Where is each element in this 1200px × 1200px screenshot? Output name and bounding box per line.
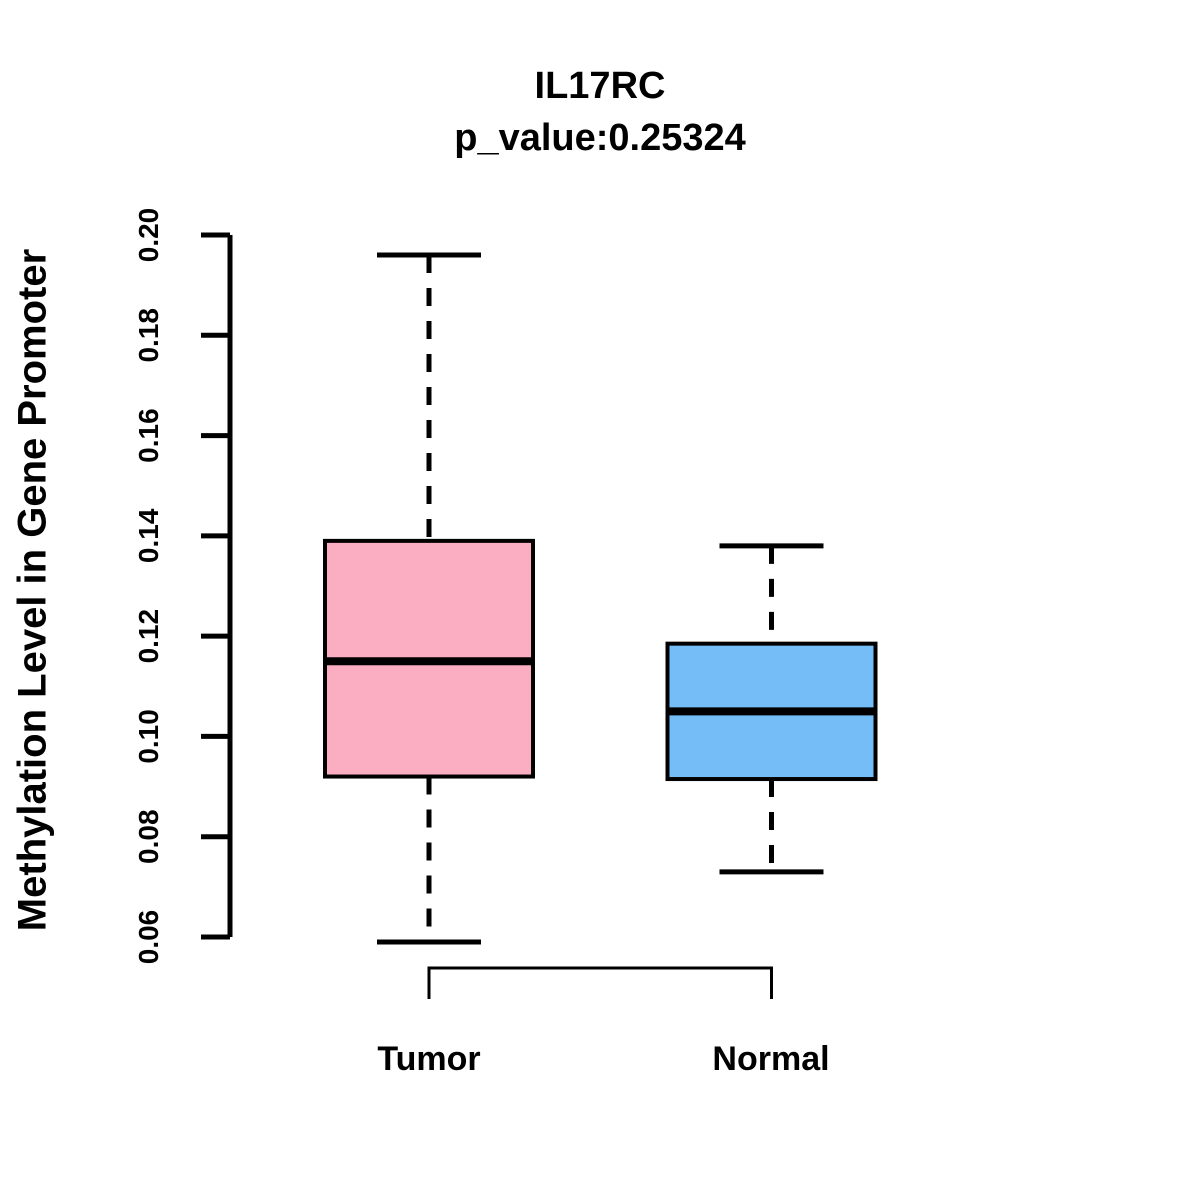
- y-tick-label: 0.18: [133, 308, 164, 363]
- chart-title-block: IL17RC p_value:0.25324: [230, 60, 970, 164]
- y-tick-label: 0.12: [133, 609, 164, 664]
- x-label-normal: Normal: [712, 1040, 830, 1078]
- y-tick-label: 0.14: [133, 508, 164, 563]
- chart-subtitle-pvalue: p_value:0.25324: [454, 117, 746, 159]
- y-tick-label: 0.10: [133, 709, 164, 764]
- y-tick-label: 0.20: [133, 208, 164, 263]
- y-tick-label: 0.08: [133, 809, 164, 864]
- x-axis-bracket: [427, 966, 773, 999]
- y-tick-label: 0.16: [133, 408, 164, 463]
- chart-title: IL17RC: [534, 65, 666, 107]
- y-tick-label: 0.06: [133, 910, 164, 965]
- x-label-tumor: Tumor: [377, 1040, 481, 1078]
